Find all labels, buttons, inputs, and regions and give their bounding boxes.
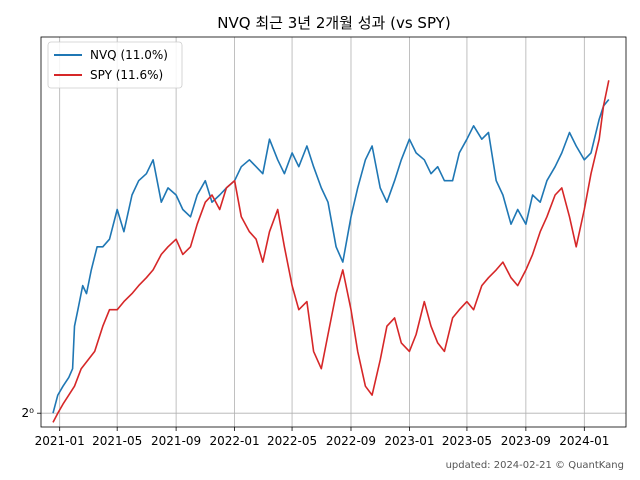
- plot-frame: [40, 36, 627, 428]
- footer-credit: updated: 2024-02-21 © QuantKang: [446, 460, 624, 471]
- x-tick-label: 2022-05: [267, 434, 317, 448]
- grid: [41, 37, 626, 427]
- x-axis-ticks: 2021-01 2021-05 2021-09 2022-01 2022-05 2022-…: [35, 427, 609, 448]
- legend-label: SPY (11.6%): [90, 68, 163, 82]
- series-lines: [52, 80, 610, 423]
- series-line-0: [52, 98, 610, 414]
- x-tick-label: 2021-01: [35, 434, 85, 448]
- legend-label: NVQ (11.0%): [90, 48, 168, 62]
- x-tick-label: 2022-01: [209, 434, 259, 448]
- x-tick-label: 2023-05: [442, 434, 492, 448]
- x-tick-label: 2022-09: [326, 434, 376, 448]
- legend-box: [47, 41, 183, 89]
- x-tick-label: 2023-01: [384, 434, 434, 448]
- x-tick-label: 2021-09: [151, 434, 201, 448]
- legend: NVQ (11.0%) SPY (11.6%): [47, 41, 183, 89]
- x-tick-label: 2021-05: [92, 434, 142, 448]
- series-line-1: [52, 80, 610, 423]
- chart-title: NVQ 최근 3년 2개월 성과 (vs SPY): [217, 14, 450, 32]
- x-tick-label: 2024-01: [559, 434, 609, 448]
- y-axis-ticks: 2⁰: [22, 406, 41, 420]
- y-tick-label: 2⁰: [22, 406, 35, 420]
- x-tick-label: 2023-09: [501, 434, 551, 448]
